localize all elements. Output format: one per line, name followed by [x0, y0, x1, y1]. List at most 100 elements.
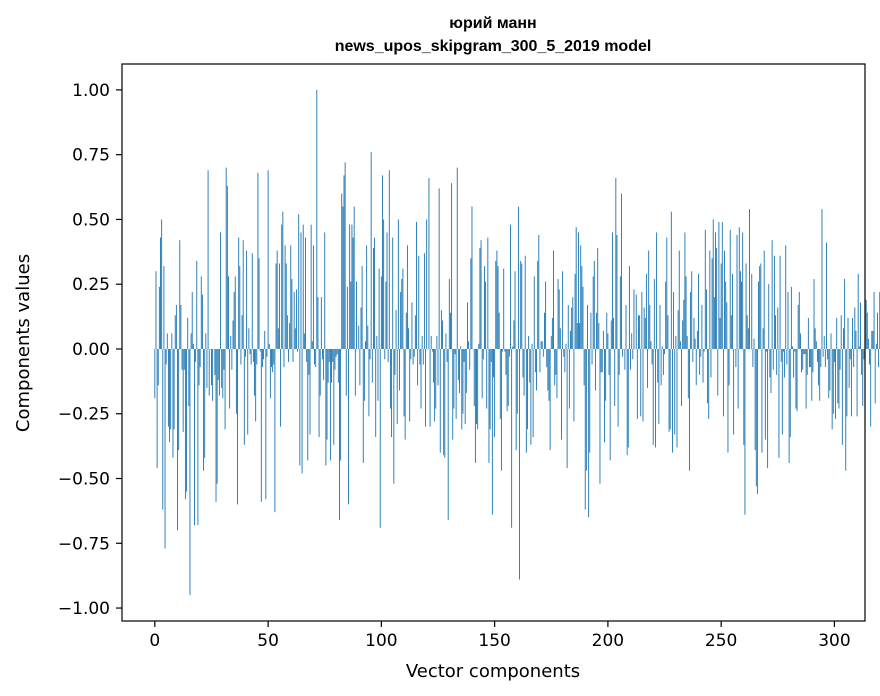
bar	[318, 348, 320, 438]
bar	[682, 320, 684, 349]
bar	[523, 348, 525, 396]
bar	[813, 279, 815, 349]
bar	[516, 348, 518, 414]
bar	[772, 348, 774, 370]
bar	[378, 268, 380, 349]
bar	[366, 245, 368, 349]
bar	[450, 312, 451, 349]
bar	[396, 348, 398, 425]
bar	[738, 227, 740, 349]
bar	[316, 89, 318, 349]
bar	[370, 152, 372, 349]
bar	[231, 348, 233, 370]
bar	[853, 348, 855, 368]
bar	[773, 255, 775, 349]
bar	[294, 328, 296, 349]
bar	[229, 348, 231, 409]
bar	[263, 348, 265, 360]
bar	[717, 348, 719, 396]
bar	[771, 240, 773, 349]
bar	[237, 348, 238, 505]
bar	[795, 348, 797, 409]
bar	[480, 240, 482, 349]
bar	[665, 281, 667, 349]
bar	[846, 348, 848, 417]
bar	[198, 348, 200, 386]
bar	[499, 348, 501, 419]
bar	[693, 317, 695, 349]
bar	[701, 304, 703, 349]
bar	[548, 348, 550, 401]
bar	[574, 273, 576, 349]
bar	[474, 348, 476, 463]
bar	[615, 177, 617, 349]
bar	[343, 175, 345, 349]
bar	[470, 258, 472, 349]
bar	[508, 348, 510, 357]
bar	[467, 302, 468, 349]
bar	[204, 348, 206, 458]
bar	[191, 291, 193, 349]
bar	[562, 271, 564, 349]
bar	[850, 348, 852, 417]
bar	[635, 294, 637, 349]
y-tick-label: −0.75	[58, 534, 110, 554]
bar	[266, 348, 268, 357]
bar	[522, 348, 524, 378]
bar	[211, 348, 212, 386]
bar	[163, 266, 165, 349]
bar	[536, 348, 537, 391]
bar	[251, 253, 253, 349]
bar	[471, 206, 473, 349]
bar	[648, 250, 650, 349]
bar	[638, 315, 639, 349]
bar	[650, 341, 652, 349]
bar	[575, 227, 577, 349]
bar	[730, 315, 732, 349]
bar	[510, 224, 511, 349]
bar	[208, 348, 210, 396]
bar	[426, 219, 428, 349]
bar	[220, 232, 221, 349]
bar	[593, 260, 595, 349]
bar	[821, 209, 823, 349]
bar	[843, 328, 844, 349]
bar	[783, 348, 784, 352]
bar	[342, 206, 344, 349]
bar	[554, 348, 556, 386]
bar	[708, 348, 710, 419]
bar	[606, 312, 608, 349]
bar	[491, 348, 493, 515]
bar	[576, 323, 578, 349]
bar	[867, 338, 869, 349]
bar	[670, 211, 672, 349]
bar	[758, 281, 759, 349]
bar	[694, 338, 696, 349]
bar	[493, 348, 494, 378]
bar	[643, 307, 645, 349]
bar	[524, 255, 526, 349]
bar	[594, 348, 596, 391]
bar	[383, 219, 385, 349]
bar	[295, 289, 297, 349]
bar	[683, 299, 685, 349]
bar	[540, 341, 542, 349]
bar	[645, 273, 647, 349]
bar	[435, 348, 437, 409]
bar	[857, 273, 859, 349]
bar	[248, 328, 250, 349]
bar	[154, 348, 156, 399]
bar	[328, 348, 330, 362]
bar	[655, 348, 656, 448]
bar	[690, 291, 692, 349]
bar	[389, 348, 391, 409]
bar	[631, 333, 633, 349]
bar	[764, 348, 766, 440]
bar	[197, 348, 199, 526]
bar	[468, 341, 470, 349]
bar	[678, 250, 680, 349]
bar	[591, 348, 593, 365]
bar	[188, 348, 190, 406]
bar	[797, 304, 799, 349]
